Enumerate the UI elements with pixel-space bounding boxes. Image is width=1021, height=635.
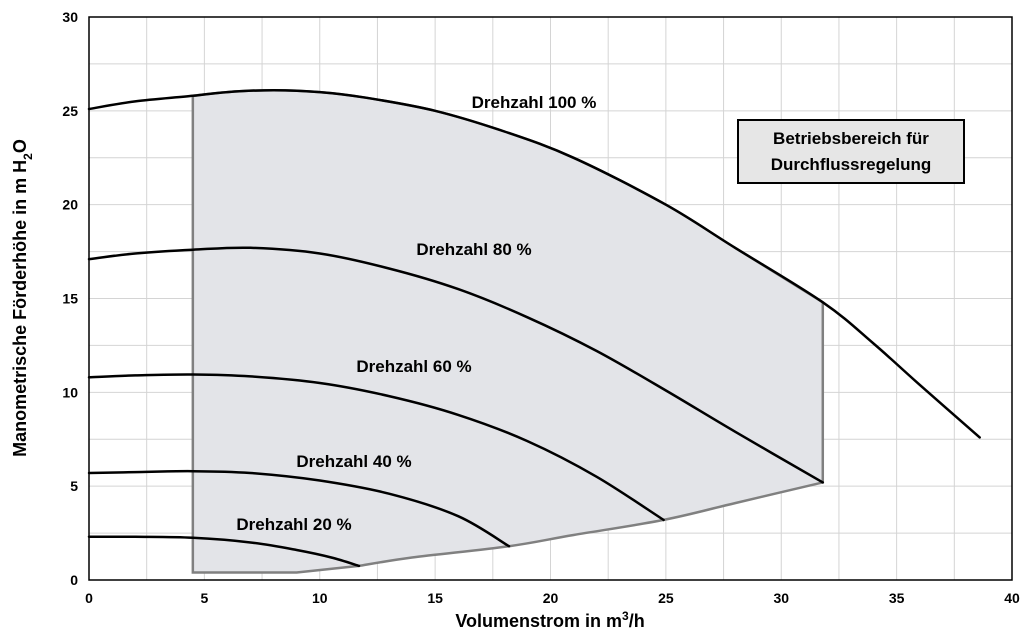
curve-drehzahl-40 [87, 469, 511, 548]
operating-region [191, 88, 825, 574]
y-tick-label: 15 [62, 291, 78, 307]
curves [87, 88, 981, 568]
curve-drehzahl-60 [87, 373, 665, 522]
curve-label: Drehzahl 80 % [416, 240, 531, 259]
x-axis-title: Volumenstrom in m3/h [455, 609, 644, 631]
curve-drehzahl-20 [87, 535, 361, 568]
curve-labels: Drehzahl 100 % Drehzahl 80 % Drehzahl 60 %… [236, 93, 596, 534]
y-tick-label: 0 [70, 572, 78, 588]
curve-label: Drehzahl 40 % [296, 452, 411, 471]
y-tick-labels: 0 5 10 15 20 25 30 [62, 9, 78, 588]
y-tick-label: 5 [70, 478, 78, 494]
x-tick-label: 0 [85, 590, 93, 606]
x-tick-label: 5 [200, 590, 208, 606]
x-tick-label: 35 [889, 590, 905, 606]
region-label-line-2: Durchflussregelung [771, 155, 932, 174]
x-tick-label: 10 [312, 590, 328, 606]
plot-frame [88, 16, 1013, 581]
curve-label: Drehzahl 100 % [472, 93, 597, 112]
region-label-box: Betriebsbereich für Durchflussregelung [737, 119, 965, 184]
region-label-line-1: Betriebsbereich für [773, 129, 929, 148]
curve-label: Drehzahl 60 % [356, 357, 471, 376]
y-tick-label: 20 [62, 197, 78, 213]
curve-drehzahl-100 [87, 88, 981, 439]
x-tick-labels: 0 5 10 15 20 25 30 35 40 [85, 590, 1020, 606]
x-tick-label: 40 [1004, 590, 1020, 606]
x-tick-label: 20 [543, 590, 559, 606]
curve-drehzahl-80 [87, 246, 825, 484]
curve-label: Drehzahl 20 % [236, 515, 351, 534]
x-tick-label: 25 [658, 590, 674, 606]
y-axis-title: Manometrische Förderhöhe in m H2O [10, 139, 35, 457]
y-tick-label: 10 [62, 384, 78, 400]
x-tick-label: 30 [773, 590, 789, 606]
y-tick-label: 30 [62, 9, 78, 25]
y-tick-label: 25 [62, 103, 78, 119]
x-tick-label: 15 [427, 590, 443, 606]
